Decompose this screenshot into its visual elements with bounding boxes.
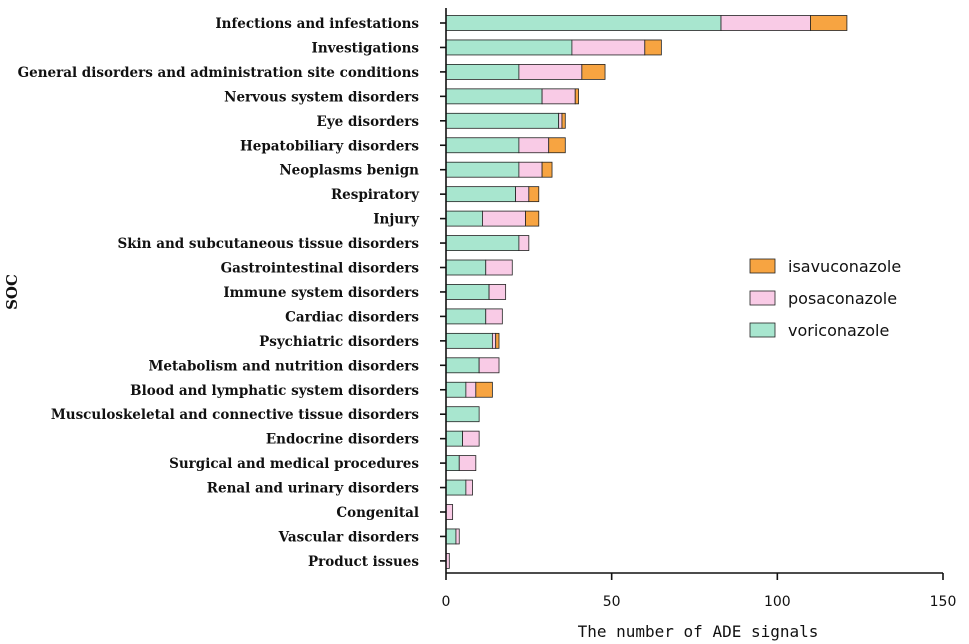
bar-posaconazole-psychiatric-disorders xyxy=(491,332,497,349)
category-label-endocrine-disorders: Endocrine disorders xyxy=(266,432,420,448)
category-label-investigations: Investigations xyxy=(312,40,420,56)
bar-voriconazole-endocrine-disorders xyxy=(445,430,463,447)
bar-isavuconazole-respiratory xyxy=(528,186,540,203)
bar-posaconazole-blood-and-lymphatic-system-disorders xyxy=(465,381,477,398)
category-label-musculoskeletal-and-connective-tissue-disorders: Musculoskeletal and connective tissue di… xyxy=(51,407,420,423)
x-ticks: 0 50 100 150 xyxy=(442,573,957,610)
bar-voriconazole-injury xyxy=(445,210,483,227)
category-label-skin-and-subcutaneous-tissue-disorders: Skin and subcutaneous tissue disorders xyxy=(117,236,419,252)
category-label-congenital: Congenital xyxy=(336,505,419,521)
legend-label-voriconazole: voriconazole xyxy=(788,321,889,340)
category-label-metabolism-and-nutrition-disorders: Metabolism and nutrition disorders xyxy=(148,358,419,374)
bar-voriconazole-cardiac-disorders xyxy=(445,308,487,325)
bar-posaconazole-general-disorders-and-administration-site-conditions xyxy=(518,64,583,80)
bar-voriconazole-blood-and-lymphatic-system-disorders xyxy=(445,381,467,398)
bar-posaconazole-renal-and-urinary-disorders xyxy=(465,479,473,496)
category-label-respiratory: Respiratory xyxy=(331,187,420,203)
bar-voriconazole-hepatobiliary-disorders xyxy=(445,137,520,154)
category-label-surgical-and-medical-procedures: Surgical and medical procedures xyxy=(169,456,419,472)
bar-voriconazole-skin-and-subcutaneous-tissue-disorders xyxy=(445,235,520,251)
bar-isavuconazole-neoplasms-benign xyxy=(541,161,553,178)
category-label-infections-and-infestations: Infections and infestations xyxy=(215,16,419,32)
bar-posaconazole-infections-and-infestations xyxy=(720,15,811,31)
bar-voriconazole-vascular-disorders xyxy=(445,528,457,545)
bar-voriconazole-neoplasms-benign xyxy=(445,161,520,178)
bar-isavuconazole-investigations xyxy=(644,39,662,56)
bar-voriconazole-respiratory xyxy=(445,186,516,203)
bar-posaconazole-endocrine-disorders xyxy=(462,430,480,447)
bar-voriconazole-investigations xyxy=(445,39,573,56)
bar-isavuconazole-eye-disorders xyxy=(561,112,566,129)
bar-voriconazole-surgical-and-medical-procedures xyxy=(445,455,460,472)
x-tick-label-100: 100 xyxy=(764,594,791,610)
category-label-psychiatric-disorders: Psychiatric disorders xyxy=(259,334,419,350)
bar-voriconazole-metabolism-and-nutrition-disorders xyxy=(445,357,480,374)
y-axis-title: SOC xyxy=(3,274,21,310)
category-label-renal-and-urinary-disorders: Renal and urinary disorders xyxy=(207,481,420,497)
x-tick-label-0: 0 xyxy=(442,594,451,610)
bar-posaconazole-respiratory xyxy=(515,186,530,203)
bar-posaconazole-neoplasms-benign xyxy=(518,161,543,178)
bar-isavuconazole-nervous-system-disorders xyxy=(574,88,579,105)
bar-posaconazole-injury xyxy=(482,210,526,227)
bar-isavuconazole-general-disorders-and-administration-site-conditions xyxy=(581,64,606,80)
category-label-cardiac-disorders: Cardiac disorders xyxy=(285,309,419,325)
bar-voriconazole-gastrointestinal-disorders xyxy=(445,259,487,276)
legend-label-posaconazole: posaconazole xyxy=(788,289,897,308)
bar-posaconazole-nervous-system-disorders xyxy=(541,88,576,105)
category-label-nervous-system-disorders: Nervous system disorders xyxy=(224,89,419,105)
bar-posaconazole-cardiac-disorders xyxy=(485,308,503,325)
bar-posaconazole-hepatobiliary-disorders xyxy=(518,137,550,154)
bar-posaconazole-skin-and-subcutaneous-tissue-disorders xyxy=(518,235,530,251)
bar-isavuconazole-psychiatric-disorders xyxy=(495,332,500,349)
x-axis-title: The number of ADE signals xyxy=(578,622,819,641)
bar-posaconazole-gastrointestinal-disorders xyxy=(485,259,513,276)
bar-voriconazole-psychiatric-disorders xyxy=(445,332,493,349)
x-tick-label-150: 150 xyxy=(930,594,957,610)
category-labels: Infections and infestations Investigation… xyxy=(18,16,446,570)
legend: isavuconazole posaconazole voriconazole xyxy=(749,257,901,340)
legend-swatch-voriconazole xyxy=(749,322,776,338)
category-label-gastrointestinal-disorders: Gastrointestinal disorders xyxy=(221,261,420,277)
category-label-blood-and-lymphatic-system-disorders: Blood and lymphatic system disorders xyxy=(130,383,419,399)
bar-voriconazole-nervous-system-disorders xyxy=(445,88,543,105)
x-tick-label-50: 50 xyxy=(603,594,621,610)
legend-label-isavuconazole: isavuconazole xyxy=(788,257,901,276)
category-label-immune-system-disorders: Immune system disorders xyxy=(223,285,419,301)
category-label-injury: Injury xyxy=(373,212,420,228)
category-label-hepatobiliary-disorders: Hepatobiliary disorders xyxy=(240,138,419,154)
legend-swatch-posaconazole xyxy=(749,290,776,306)
bar-posaconazole-surgical-and-medical-procedures xyxy=(458,455,477,472)
bar-posaconazole-investigations xyxy=(571,39,646,56)
bar-posaconazole-vascular-disorders xyxy=(455,528,460,545)
category-label-neoplasms-benign: Neoplasms benign xyxy=(279,163,419,179)
category-label-general-disorders-and-administration-site-conditions: General disorders and administration sit… xyxy=(18,65,420,81)
bar-posaconazole-eye-disorders xyxy=(558,112,563,129)
bar-posaconazole-immune-system-disorders xyxy=(488,284,507,300)
bar-voriconazole-eye-disorders xyxy=(445,112,560,129)
category-label-product-issues: Product issues xyxy=(308,554,419,570)
bar-isavuconazole-hepatobiliary-disorders xyxy=(548,137,566,154)
bar-posaconazole-congenital xyxy=(445,504,454,520)
bar-voriconazole-musculoskeletal-and-connective-tissue-disorders xyxy=(445,406,480,423)
category-label-vascular-disorders: Vascular disorders xyxy=(278,529,420,545)
bar-voriconazole-renal-and-urinary-disorders xyxy=(445,479,467,496)
bar-posaconazole-metabolism-and-nutrition-disorders xyxy=(478,357,500,374)
bars-layer xyxy=(445,15,848,569)
bar-voriconazole-immune-system-disorders xyxy=(445,284,490,300)
bar-isavuconazole-infections-and-infestations xyxy=(810,15,848,31)
bar-voriconazole-general-disorders-and-administration-site-conditions xyxy=(445,64,520,80)
bar-isavuconazole-injury xyxy=(525,210,540,227)
bar-voriconazole-infections-and-infestations xyxy=(445,15,722,31)
legend-swatch-isavuconazole xyxy=(749,258,776,274)
category-label-eye-disorders: Eye disorders xyxy=(317,114,420,130)
bar-isavuconazole-blood-and-lymphatic-system-disorders xyxy=(475,381,493,398)
axes xyxy=(445,8,943,574)
